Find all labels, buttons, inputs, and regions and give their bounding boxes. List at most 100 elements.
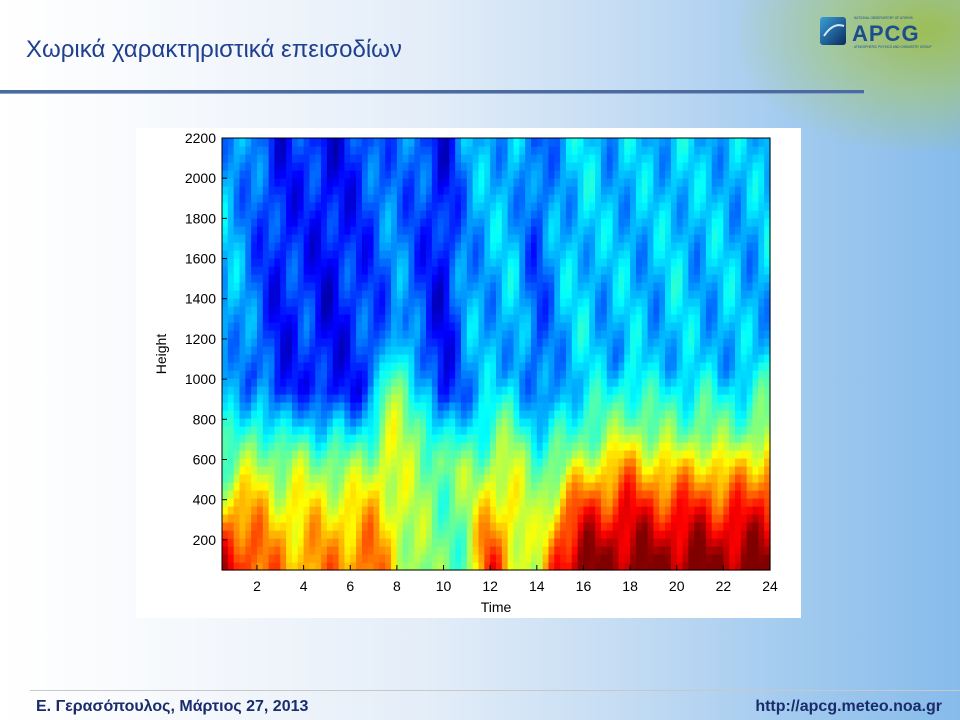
heatmap-cell xyxy=(472,522,480,531)
heatmap-cell xyxy=(256,250,264,259)
heatmap-cell xyxy=(478,562,485,571)
heatmap-cell xyxy=(606,234,614,243)
heatmap-cell xyxy=(659,490,666,499)
heatmap-cell xyxy=(723,482,730,491)
heatmap-cell xyxy=(676,242,684,251)
heatmap-cell xyxy=(554,314,561,323)
heatmap-cell xyxy=(478,554,485,563)
heatmap-cell xyxy=(326,386,334,395)
heatmap-cell xyxy=(274,282,281,291)
heatmap-cell xyxy=(711,418,719,427)
heatmap-cell xyxy=(676,338,684,347)
heatmap-cell xyxy=(239,274,246,283)
heatmap-cell xyxy=(589,170,596,179)
heatmap-cell xyxy=(303,170,311,179)
heatmap-cell xyxy=(391,442,398,451)
heatmap-cell xyxy=(245,314,252,323)
heatmap-cell xyxy=(321,458,328,467)
heatmap-cell xyxy=(227,490,235,499)
heatmap-cell xyxy=(262,266,270,275)
heatmap-cell xyxy=(752,482,759,491)
heatmap-cell xyxy=(659,162,666,171)
heatmap-cell xyxy=(402,514,410,523)
heatmap-cell xyxy=(536,234,544,243)
heatmap-cell xyxy=(426,330,433,339)
heatmap-cell xyxy=(618,402,625,411)
heatmap-cell xyxy=(291,546,299,555)
heatmap-cell xyxy=(344,394,351,403)
heatmap-cell xyxy=(233,298,241,307)
heatmap-cell xyxy=(577,442,585,451)
heatmap-cell xyxy=(222,266,229,275)
heatmap-cell xyxy=(490,450,497,459)
heatmap-cell xyxy=(577,426,585,435)
heatmap-cell xyxy=(694,346,701,355)
heatmap-cell xyxy=(653,314,660,323)
heatmap-cell xyxy=(233,514,241,523)
heatmap-cell xyxy=(391,202,398,211)
heatmap-cell xyxy=(367,178,375,187)
heatmap-cell xyxy=(449,274,456,283)
heatmap-cell xyxy=(466,458,474,467)
heatmap-cell xyxy=(356,562,363,571)
heatmap-cell xyxy=(490,362,497,371)
heatmap-cell xyxy=(309,506,316,515)
heatmap-cell xyxy=(350,474,357,483)
heatmap-cell xyxy=(396,274,404,283)
heatmap-cell xyxy=(321,466,328,475)
heatmap-cell xyxy=(740,162,748,171)
heatmap-cell xyxy=(233,546,241,555)
heatmap-cell xyxy=(222,530,229,539)
heatmap-cell xyxy=(233,538,241,547)
heatmap-cell xyxy=(274,562,281,571)
heatmap-cell xyxy=(256,394,264,403)
heatmap-cell xyxy=(606,490,614,499)
heatmap-cell xyxy=(670,154,678,163)
heatmap-cell xyxy=(268,498,276,507)
heatmap-cell xyxy=(315,490,322,499)
heatmap-cell xyxy=(426,210,433,219)
heatmap-cell xyxy=(571,530,579,539)
heatmap-cell xyxy=(350,322,357,331)
heatmap-cell xyxy=(385,450,392,459)
heatmap-cell xyxy=(600,210,608,219)
heatmap-cell xyxy=(641,138,649,147)
heatmap-cell xyxy=(717,186,724,195)
heatmap-cell xyxy=(542,234,550,243)
heatmap-cell xyxy=(262,186,270,195)
heatmap-cell xyxy=(391,330,398,339)
heatmap-cell xyxy=(682,450,689,459)
heatmap-cell xyxy=(735,402,742,411)
heatmap-cell xyxy=(717,170,724,179)
heatmap-cell xyxy=(735,210,742,219)
heatmap-cell xyxy=(595,370,602,379)
heatmap-cell xyxy=(426,290,433,299)
heatmap-cell xyxy=(600,410,608,419)
heatmap-cell xyxy=(344,306,351,315)
heatmap-cell xyxy=(688,258,695,267)
heatmap-cell xyxy=(507,330,515,339)
heatmap-cell xyxy=(548,498,555,507)
heatmap-cell xyxy=(291,378,299,387)
heatmap-cell xyxy=(245,442,252,451)
heatmap-cell xyxy=(408,474,415,483)
heatmap-cell xyxy=(344,346,351,355)
heatmap-cell xyxy=(740,386,748,395)
heatmap-cell xyxy=(700,434,707,443)
heatmap-cell xyxy=(420,162,427,171)
heatmap-cell xyxy=(670,562,678,571)
heatmap-cell xyxy=(251,386,258,395)
heatmap-cell xyxy=(682,146,689,155)
heatmap-cell xyxy=(303,466,311,475)
heatmap-cell xyxy=(408,226,415,235)
heatmap-cell xyxy=(612,202,620,211)
heatmap-cell xyxy=(595,138,602,147)
heatmap-cell xyxy=(332,298,340,307)
heatmap-cell xyxy=(600,290,608,299)
heatmap-cell xyxy=(222,138,229,147)
heatmap-cell xyxy=(513,410,520,419)
heatmap-cell xyxy=(565,546,573,555)
heatmap-cell xyxy=(740,202,748,211)
heatmap-cell xyxy=(542,170,550,179)
heatmap-cell xyxy=(624,442,631,451)
